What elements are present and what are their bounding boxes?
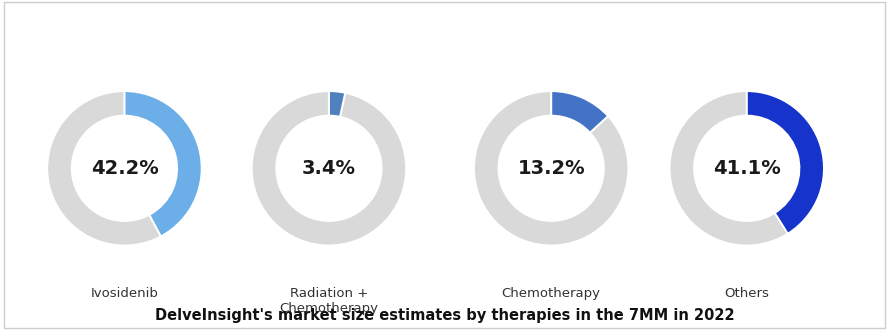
Text: 42.2%: 42.2% xyxy=(91,159,158,178)
Text: 13.2%: 13.2% xyxy=(517,159,585,178)
Wedge shape xyxy=(669,91,824,246)
Wedge shape xyxy=(474,91,629,246)
Wedge shape xyxy=(252,91,406,246)
Text: DelveInsight's market size estimates by therapies in the 7MM in 2022: DelveInsight's market size estimates by … xyxy=(155,309,734,323)
Text: Others: Others xyxy=(725,287,769,300)
Wedge shape xyxy=(551,91,608,133)
Wedge shape xyxy=(747,91,824,234)
Text: Chemotherapy: Chemotherapy xyxy=(501,287,601,300)
Wedge shape xyxy=(329,91,345,117)
Text: 41.1%: 41.1% xyxy=(713,159,781,178)
Text: Radiation +
Chemotherapy: Radiation + Chemotherapy xyxy=(279,287,379,315)
Wedge shape xyxy=(47,91,202,246)
Text: Ivosidenib: Ivosidenib xyxy=(91,287,158,300)
Wedge shape xyxy=(124,91,202,237)
Text: 3.4%: 3.4% xyxy=(302,159,356,178)
